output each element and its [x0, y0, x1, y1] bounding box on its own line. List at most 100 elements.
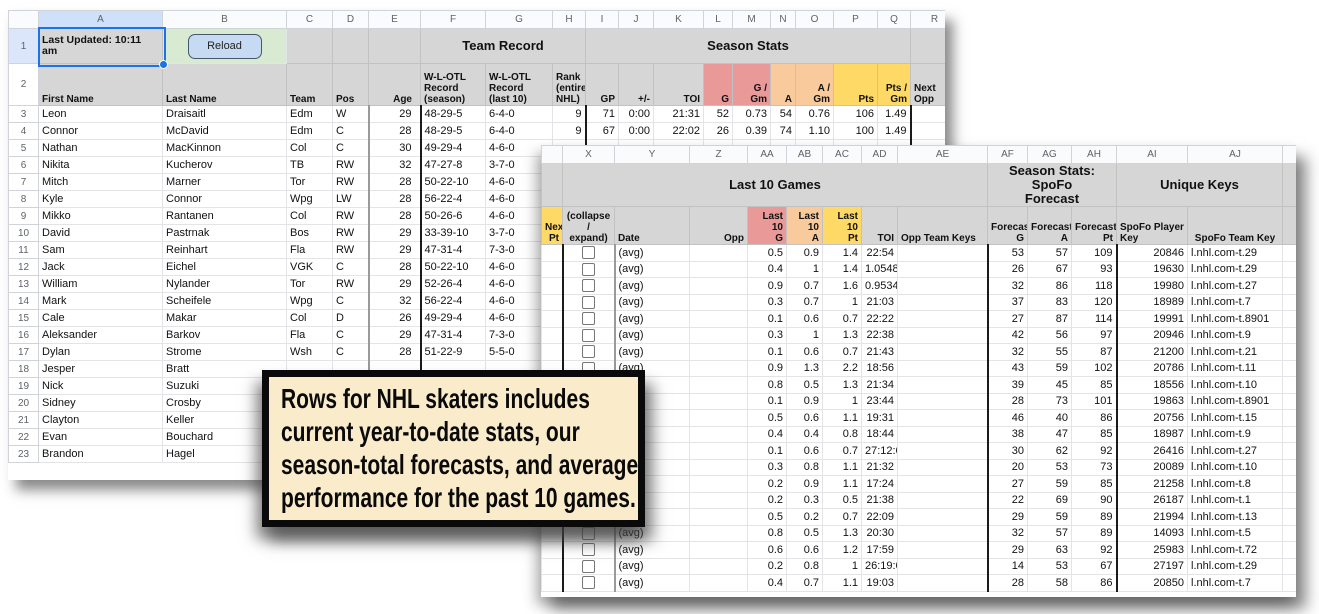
cell-rec-season[interactable]: 50-22-10	[419, 173, 486, 191]
cell-player-key[interactable]: 18987	[1115, 425, 1188, 443]
cell-forecast-g[interactable]: 37	[986, 293, 1028, 311]
cell-opp-team-keys[interactable]	[897, 260, 988, 278]
cell-forecast-g[interactable]: 14	[986, 557, 1028, 575]
cell-first-name[interactable]: Sidney	[38, 394, 163, 412]
cell-last10-a[interactable]: 0.6	[786, 541, 823, 559]
cell-rec-season[interactable]: 48-29-5	[419, 105, 486, 123]
cell-last10-a[interactable]: 0.7	[786, 277, 823, 295]
forecast-group-header[interactable]: Season Stats: SpoFo Forecast	[987, 163, 1117, 207]
cell-age[interactable]: 32	[368, 156, 421, 174]
cell-rank[interactable]: 9	[552, 105, 586, 123]
cell-team[interactable]: Edm	[286, 122, 333, 140]
cell-forecast-pt[interactable]: 114	[1071, 310, 1117, 328]
cell-last10-a[interactable]: 0.7	[786, 574, 823, 592]
cell-ak[interactable]	[1282, 277, 1296, 295]
cell-forecast-a[interactable]: 59	[1027, 475, 1072, 493]
header-opp-team-keys[interactable]: Opp Team Keys	[897, 206, 988, 245]
cell-team-key[interactable]: l.nhl.com-t.13	[1187, 508, 1283, 526]
cell-opp[interactable]	[689, 524, 748, 542]
cell-forecast-g[interactable]: 32	[986, 277, 1028, 295]
col-header-B[interactable]: B	[162, 10, 287, 29]
cell-ak[interactable]	[1282, 425, 1296, 443]
cell-forecast-a[interactable]: 63	[1027, 541, 1072, 559]
cell-first-name[interactable]: William	[38, 275, 163, 293]
cell-pos[interactable]: C	[332, 258, 370, 276]
cell-last10-a[interactable]: 0.9	[786, 475, 823, 493]
row-number[interactable]: 8	[8, 190, 39, 208]
cell-pos[interactable]: W	[332, 105, 370, 123]
cell-forecast-pt[interactable]: 92	[1071, 442, 1117, 460]
cell-plus-minus[interactable]: 0:00	[618, 122, 654, 140]
cell-toi2[interactable]: 21:34	[861, 376, 898, 394]
col-header-E[interactable]: E	[368, 10, 421, 29]
cell-first-name[interactable]: Brandon	[38, 445, 163, 463]
cell-team-key[interactable]: l.nhl.com-t.29	[1187, 557, 1283, 575]
col-header-F[interactable]: F	[420, 10, 486, 29]
cell-age[interactable]: 29	[368, 326, 421, 344]
cell-opp[interactable]	[689, 326, 748, 344]
cell-first-name[interactable]: Leon	[38, 105, 163, 123]
cell-first-name[interactable]: Mikko	[38, 207, 163, 225]
cell-team[interactable]: VGK	[286, 258, 333, 276]
cell-opp[interactable]	[689, 343, 748, 361]
cell-age[interactable]: 29	[368, 105, 421, 123]
cell-pts-gm[interactable]: 1.49	[877, 122, 911, 140]
cell-date[interactable]: (avg)	[614, 574, 690, 592]
cell-team-key[interactable]: l.nhl.com-t.10	[1187, 458, 1283, 476]
cell-player-key[interactable]: 21200	[1115, 343, 1188, 361]
cell-last-name[interactable]: Rantanen	[162, 207, 287, 225]
cell-opp[interactable]	[689, 491, 748, 509]
cell-forecast-pt[interactable]: 73	[1071, 458, 1117, 476]
cell-toi2[interactable]: 26:19:0	[861, 557, 898, 575]
cell-plus-minus[interactable]: 0:00	[618, 105, 654, 123]
cell-forecast-g[interactable]: 29	[986, 508, 1028, 526]
cell-last10-g[interactable]: 0.3	[747, 458, 787, 476]
cell-next-pt[interactable]	[541, 310, 563, 328]
cell-opp[interactable]	[689, 293, 748, 311]
cell-age[interactable]: 28	[368, 190, 421, 208]
cell-player-key[interactable]: 19863	[1115, 392, 1188, 410]
col-header-O[interactable]: O	[795, 10, 834, 29]
cell-g-gm[interactable]: 0.73	[732, 105, 771, 123]
cell-last-name[interactable]: Hagel	[162, 445, 287, 463]
cell-rec-season[interactable]: 33-39-10	[419, 224, 486, 242]
cell-last10-g[interactable]: 0.6	[747, 541, 787, 559]
cell-rec-last10[interactable]: 4-6-0	[485, 275, 553, 293]
cell-player-key[interactable]: 27197	[1115, 557, 1188, 575]
header-gp[interactable]: GP	[585, 63, 619, 106]
cell-opp-team-keys[interactable]	[897, 293, 988, 311]
cell-date[interactable]: (avg)	[614, 260, 690, 278]
cell-opp-team-keys[interactable]	[897, 277, 988, 295]
cell-opp[interactable]	[689, 475, 748, 493]
cell-rec-season[interactable]: 52-26-4	[419, 275, 486, 293]
cell-opp-team-keys[interactable]	[897, 392, 988, 410]
cell-first-name[interactable]: Kyle	[38, 190, 163, 208]
cell-last10-a[interactable]: 0.6	[786, 442, 823, 460]
cell-team[interactable]: Col	[286, 207, 333, 225]
cell-pos[interactable]: LW	[332, 190, 370, 208]
cell-forecast-pt[interactable]: 85	[1071, 425, 1117, 443]
row-checkbox[interactable]	[582, 345, 595, 359]
cell-last10-a[interactable]: 0.6	[786, 409, 823, 427]
cell-last10-g[interactable]: 0.1	[747, 442, 787, 460]
cell-toi2[interactable]: 21:43	[861, 343, 898, 361]
cell-ak[interactable]	[1282, 524, 1296, 542]
cell-opp-team-keys[interactable]	[897, 557, 988, 575]
cell-opp[interactable]	[689, 359, 748, 377]
cell-opp-team-keys[interactable]	[897, 524, 988, 542]
col-header-AG[interactable]: AG	[1027, 145, 1072, 164]
row-number[interactable]: 5	[8, 139, 39, 157]
header-last-name[interactable]: Last Name	[162, 63, 287, 106]
col-header-A[interactable]: A	[38, 10, 163, 29]
cell-toi2[interactable]: 22:09	[861, 508, 898, 526]
cell-rec-last10[interactable]: 7-3-0	[485, 241, 553, 259]
cell-a[interactable]: 74	[770, 122, 796, 140]
row-checkbox[interactable]	[582, 328, 595, 342]
cell-opp[interactable]	[689, 458, 748, 476]
cell-team[interactable]: Tor	[286, 275, 333, 293]
cell-first-name[interactable]: Clayton	[38, 411, 163, 429]
cell-forecast-a[interactable]: 87	[1027, 310, 1072, 328]
cell-forecast-a[interactable]: 53	[1027, 557, 1072, 575]
cell-opp-team-keys[interactable]	[897, 244, 988, 262]
cell-team[interactable]: Wpg	[286, 190, 333, 208]
